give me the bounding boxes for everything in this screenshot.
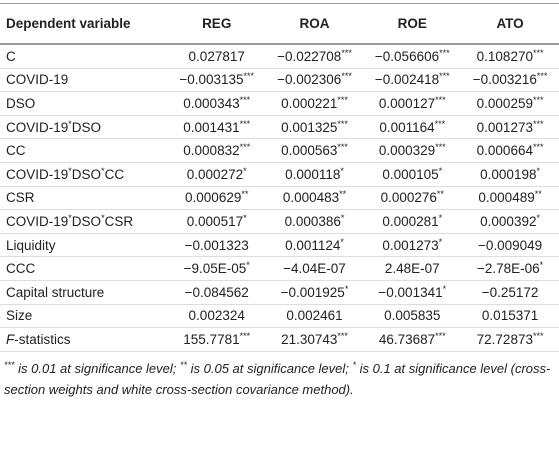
column-header: ROA: [265, 3, 364, 45]
row-label: CC: [0, 138, 168, 163]
row-label: CSR: [0, 186, 168, 211]
row-label: C: [0, 44, 168, 69]
cell: −4.04E-07: [265, 256, 364, 281]
table-row: F-statistics 155.7781*** 21.30743*** 46.736…: [0, 327, 559, 352]
cell: 0.001164***: [363, 115, 462, 140]
row-label: DSO: [0, 91, 168, 116]
cell: 0.000483**: [265, 186, 364, 211]
table-row: Capital structure −0.084562 −0.001925* −0.0…: [0, 280, 559, 305]
cell: 0.000343***: [167, 91, 266, 116]
row-label: Liquidity: [0, 233, 168, 258]
cell: −0.001323: [167, 233, 266, 258]
cell: 0.000118*: [265, 162, 364, 187]
cell: 0.015371: [461, 304, 559, 329]
table-row: CSR 0.000629** 0.000483** 0.000276** 0.00048…: [0, 186, 559, 211]
column-header: ROE: [363, 3, 462, 45]
table-row: COVID-19 −0.003135*** −0.002306*** −0.00241…: [0, 68, 559, 93]
cell: 0.000386*: [265, 209, 364, 234]
cell: 0.000517*: [167, 209, 266, 234]
table-row: COVID-19*DSO 0.001431*** 0.001325*** 0.0011…: [0, 115, 559, 140]
cell: −0.084562: [167, 280, 266, 305]
cell: −9.05E-05*: [167, 256, 266, 281]
cell: −0.022708***: [265, 44, 364, 69]
cell: −0.003216***: [461, 68, 559, 93]
table-row: COVID-19*DSO*CC 0.000272* 0.000118* 0.00010…: [0, 162, 559, 187]
cell: −2.78E-06*: [461, 256, 559, 281]
cell: −0.002306***: [265, 68, 364, 93]
table-row: DSO 0.000343*** 0.000221*** 0.000127*** 0.00…: [0, 91, 559, 116]
column-header: Dependent variable: [0, 3, 168, 45]
cell: −0.001341*: [363, 280, 462, 305]
cell: 0.027817: [167, 44, 266, 69]
row-label: COVID-19*DSO: [0, 115, 168, 140]
cell: 0.000221***: [265, 91, 364, 116]
table-row: CC 0.000832*** 0.000563*** 0.000329*** 0.000…: [0, 138, 559, 163]
cell: 72.72873***: [461, 327, 559, 352]
cell: 155.7781***: [167, 327, 266, 352]
cell: 0.000259***: [461, 91, 559, 116]
footnote: *** is 0.01 at significance level; ** is…: [4, 359, 551, 397]
cell: 0.000276**: [363, 186, 462, 211]
table-row: CCC −9.05E-05* −4.04E-07 2.48E-07 −2.78E-06*: [0, 256, 559, 281]
cell: 46.73687***: [363, 327, 462, 352]
cell: 0.002324: [167, 304, 266, 329]
row-label: F-statistics: [0, 327, 168, 352]
cell: 0.000832***: [167, 138, 266, 163]
cell: 0.001273*: [363, 233, 462, 258]
cell: −0.002418***: [363, 68, 462, 93]
cell: 0.108270***: [461, 44, 559, 69]
column-header: ATO: [461, 3, 559, 45]
cell: −0.003135***: [167, 68, 266, 93]
cell: 0.005835: [363, 304, 462, 329]
cell: −0.009049: [461, 233, 559, 258]
table-row: Liquidity −0.001323 0.001124* 0.001273* −0.0…: [0, 233, 559, 258]
row-label: Capital structure: [0, 280, 168, 305]
cell: 0.002461: [265, 304, 364, 329]
cell: 0.001325***: [265, 115, 364, 140]
cell: 2.48E-07: [363, 256, 462, 281]
table-row: C 0.027817 −0.022708*** −0.056606*** 0.10827…: [0, 44, 559, 69]
cell: 0.001431***: [167, 115, 266, 140]
row-label: COVID-19*DSO*CSR: [0, 209, 168, 234]
cell: 0.000105*: [363, 162, 462, 187]
cell: 0.000489**: [461, 186, 559, 211]
cell: 0.001273***: [461, 115, 559, 140]
cell: −0.25172: [461, 280, 559, 305]
cell: 0.000563***: [265, 138, 364, 163]
table-row: Size 0.002324 0.002461 0.005835 0.015371: [0, 304, 559, 329]
row-label: Size: [0, 304, 168, 329]
row-label: COVID-19: [0, 68, 168, 93]
cell: −0.001925*: [265, 280, 364, 305]
cell: 0.000281*: [363, 209, 462, 234]
page: Dependent variable REG ROA ROE ATO C 0.027817…: [0, 3, 559, 460]
cell: 0.000664***: [461, 138, 559, 163]
header-row: Dependent variable REG ROA ROE ATO: [0, 3, 559, 45]
cell: 0.000272*: [167, 162, 266, 187]
column-header: REG: [167, 3, 266, 45]
cell: 0.000127***: [363, 91, 462, 116]
row-label: CCC: [0, 256, 168, 281]
cell: 0.000629**: [167, 186, 266, 211]
cell: 0.000329***: [363, 138, 462, 163]
cell: 21.30743***: [265, 327, 364, 352]
table-row: COVID-19*DSO*CSR 0.000517* 0.000386* 0.0002…: [0, 209, 559, 234]
cell: 0.000392*: [461, 209, 559, 234]
cell: 0.000198*: [461, 162, 559, 187]
results-table: Dependent variable REG ROA ROE ATO C 0.027817…: [0, 3, 559, 352]
cell: −0.056606***: [363, 44, 462, 69]
row-label: COVID-19*DSO*CC: [0, 162, 168, 187]
cell: 0.001124*: [265, 233, 364, 258]
